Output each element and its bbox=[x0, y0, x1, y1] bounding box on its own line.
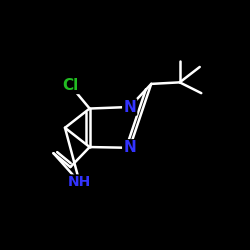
Text: N: N bbox=[123, 100, 136, 114]
Text: Cl: Cl bbox=[62, 78, 78, 93]
Text: N: N bbox=[123, 140, 136, 155]
Text: NH: NH bbox=[68, 176, 91, 190]
